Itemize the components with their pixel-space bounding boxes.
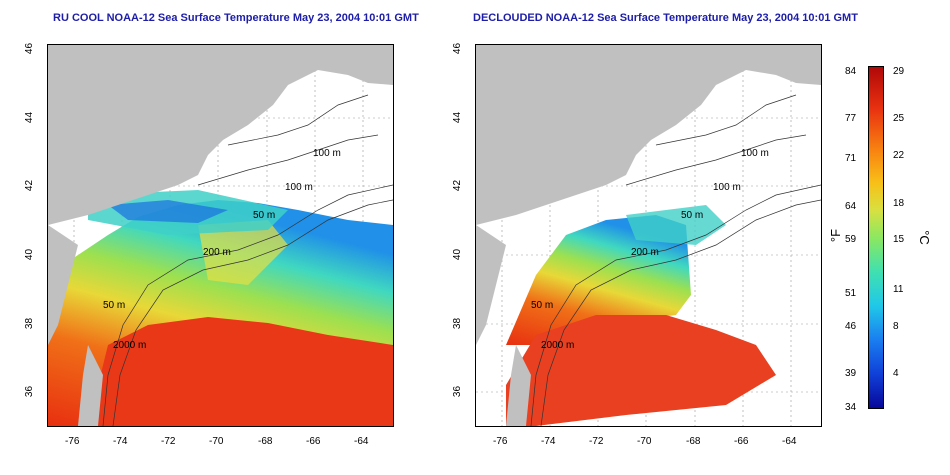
- fahrenheit-tick: 39: [845, 368, 857, 379]
- lon-tick: -70: [209, 436, 224, 447]
- lon-tick: -74: [113, 436, 128, 447]
- lat-tick: 38: [24, 317, 36, 330]
- warm-water: [88, 317, 393, 426]
- contour-label: 200 m: [203, 247, 231, 258]
- lat-tick: 44: [452, 111, 464, 124]
- right-sst-map: 100 m 100 m 50 m 200 m 50 m 2000 m: [475, 44, 822, 427]
- lat-tick: 42: [24, 179, 36, 192]
- fahrenheit-tick: 71: [845, 153, 857, 164]
- celsius-tick: 29: [893, 66, 905, 77]
- fahrenheit-unit-label: °F: [828, 228, 844, 243]
- lat-tick: 38: [452, 317, 464, 330]
- lon-tick: -64: [782, 436, 797, 447]
- fahrenheit-tick: 51: [845, 288, 857, 299]
- contour-label: 50 m: [681, 210, 704, 221]
- left-sst-map: 100 m 100 m 50 m 200 m 50 m 2000 m: [47, 44, 394, 427]
- contour-label: 100 m: [285, 182, 313, 193]
- fahrenheit-tick: 46: [845, 321, 857, 332]
- celsius-tick: 18: [893, 198, 905, 209]
- celsius-tick: 25: [893, 113, 905, 124]
- celsius-tick: 15: [893, 234, 905, 245]
- contour-label: 200 m: [631, 247, 659, 258]
- land: [48, 45, 393, 225]
- fahrenheit-tick: 77: [845, 113, 857, 124]
- lon-tick: -72: [161, 436, 176, 447]
- contour-label: 2000 m: [113, 340, 147, 351]
- temperature-colorbar: [868, 66, 884, 409]
- celsius-tick: 8: [893, 321, 899, 332]
- celsius-tick: 4: [893, 368, 899, 379]
- lon-tick: -74: [541, 436, 556, 447]
- left-map-title: RU COOL NOAA-12 Sea Surface Temperature …: [53, 12, 419, 24]
- lat-tick: 46: [24, 42, 36, 55]
- lon-tick: -72: [589, 436, 604, 447]
- lat-tick: 36: [452, 385, 464, 398]
- contour-label: 50 m: [253, 210, 276, 221]
- fahrenheit-tick: 84: [845, 66, 857, 77]
- contour-label: 100 m: [713, 182, 741, 193]
- lon-tick: -68: [686, 436, 701, 447]
- lon-tick: -76: [493, 436, 508, 447]
- celsius-tick: 22: [893, 150, 905, 161]
- lon-tick: -68: [258, 436, 273, 447]
- lat-tick: 40: [452, 248, 464, 261]
- bathymetry-contours: [102, 94, 393, 426]
- lon-tick: -64: [354, 436, 369, 447]
- lat-tick: 40: [24, 248, 36, 261]
- lat-tick: 36: [24, 385, 36, 398]
- celsius-tick: 11: [893, 284, 904, 295]
- contour-label: 100 m: [741, 148, 769, 159]
- lon-tick: -66: [306, 436, 321, 447]
- fahrenheit-tick: 34: [845, 402, 857, 413]
- lon-tick: -66: [734, 436, 749, 447]
- contour-label: 100 m: [313, 148, 341, 159]
- contour-label: 2000 m: [541, 340, 575, 351]
- lon-tick: -76: [65, 436, 80, 447]
- lat-tick: 46: [452, 42, 464, 55]
- celsius-unit-label: °C: [916, 230, 932, 245]
- lon-tick: -70: [637, 436, 652, 447]
- contour-label: 50 m: [531, 300, 554, 311]
- right-map-title: DECLOUDED NOAA-12 Sea Surface Temperatur…: [473, 12, 858, 24]
- lat-tick: 42: [452, 179, 464, 192]
- fahrenheit-tick: 64: [845, 201, 857, 212]
- sst-field: [506, 215, 691, 345]
- contour-label: 50 m: [103, 300, 126, 311]
- lat-tick: 44: [24, 111, 36, 124]
- fahrenheit-tick: 59: [845, 234, 857, 245]
